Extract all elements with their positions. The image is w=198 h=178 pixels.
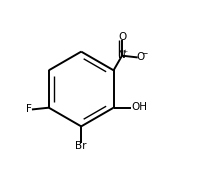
Text: +: + [122,49,128,54]
Text: O: O [137,52,145,62]
Text: Br: Br [75,141,87,151]
Text: F: F [27,104,32,114]
Text: O: O [118,32,126,42]
Text: OH: OH [131,102,148,112]
Text: −: − [141,49,148,58]
Text: N: N [118,50,126,60]
